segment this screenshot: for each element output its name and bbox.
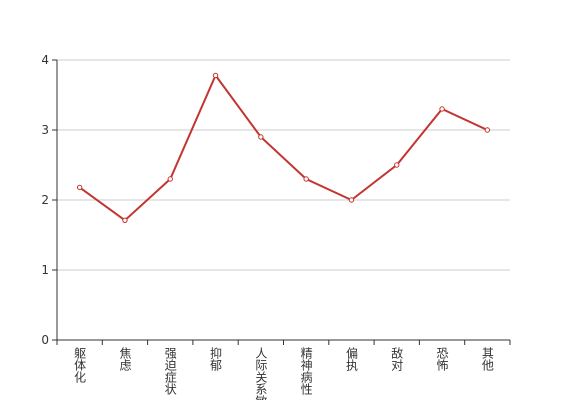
point [484,127,491,133]
x-tick-label: 人际关系敏感 [254,347,268,400]
point [258,134,264,140]
point [167,176,173,182]
point [348,197,355,203]
point [439,106,445,112]
x-tick-label: 其他 [480,347,494,371]
y-tick-label: 3 [41,123,49,137]
x-tick-label: 恐怖 [435,347,449,371]
point [76,184,83,191]
x-tick-label: 敌对 [390,346,404,371]
point [212,72,219,79]
x-tick-label: 焦虑 [118,347,132,371]
y-tick-label: 0 [41,333,49,347]
x-tick-label: 偏执 [344,346,358,372]
point [394,162,400,168]
x-tick-label: 精神病性 [299,347,313,396]
line [79,73,488,222]
point [303,176,309,182]
point [122,217,128,224]
y-tick-label: 2 [41,193,49,207]
x-tick-label: 抑郁 [209,346,223,372]
y-tick-label: 4 [41,53,49,67]
x-tick-label: 躯体化 [73,346,87,384]
x-tick-label: 强迫症状 [163,347,177,395]
y-tick-label: 1 [41,263,49,277]
